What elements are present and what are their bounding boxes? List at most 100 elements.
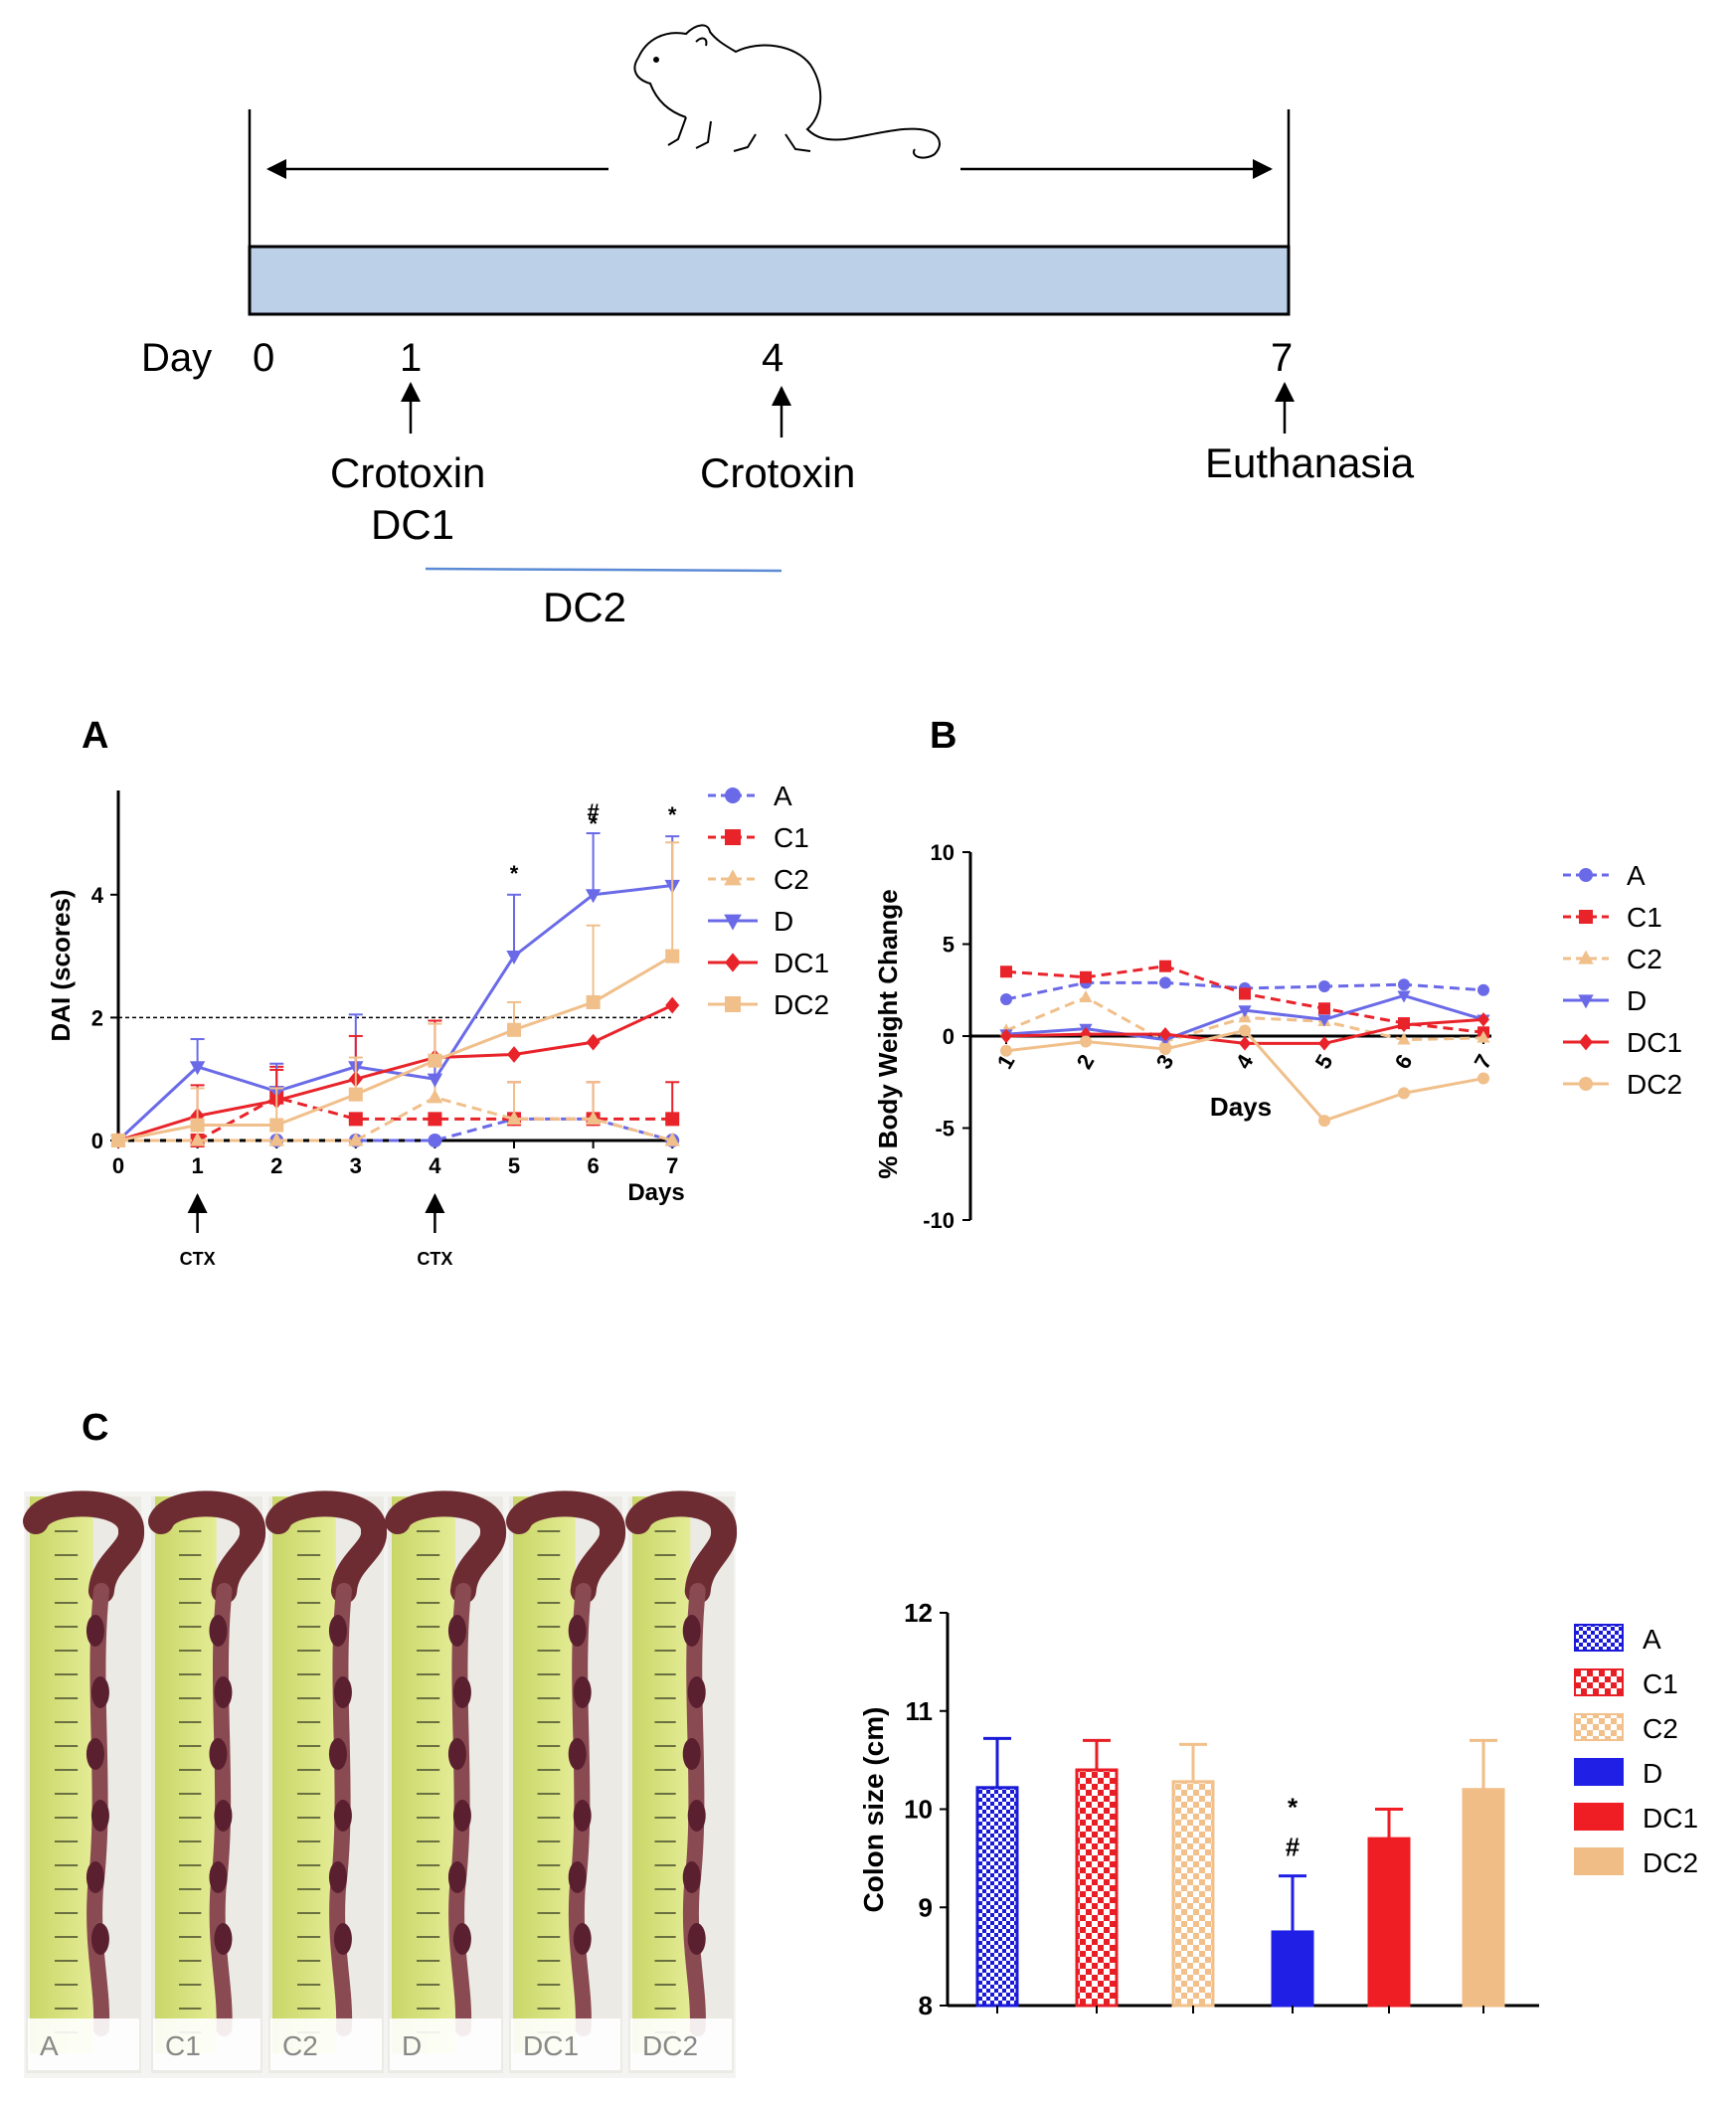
dai-legend-label-dc2: DC2 <box>774 989 829 1020</box>
colon-segment <box>328 1738 347 1770</box>
significance-mark: * <box>668 802 677 827</box>
significance-mark: # <box>587 799 599 824</box>
weight-x-tick-label: 2 <box>1072 1050 1100 1073</box>
colon-bar-dc2 <box>1462 1788 1505 2008</box>
dai-x-tick-label: 7 <box>666 1153 678 1178</box>
dai-legend-marker <box>725 788 741 803</box>
dai-x-tick-label: 3 <box>350 1153 362 1178</box>
dc2-label: DC2 <box>543 584 626 630</box>
panel-label-a: A <box>82 715 108 757</box>
colon-significance-mark: # <box>1286 1833 1301 1862</box>
colon-segment <box>214 1676 233 1708</box>
colon-segment <box>687 1676 706 1708</box>
colon-legend-swatch <box>1574 1668 1624 1696</box>
dai-line-dc2 <box>117 955 673 1142</box>
dai-point-dc1 <box>665 996 680 1014</box>
dai-point-c2 <box>506 1110 522 1125</box>
colon-legend-label-c1: C1 <box>1643 1668 1678 1699</box>
colon-segment <box>90 1676 109 1708</box>
panel-label-c: C <box>82 1407 108 1449</box>
colon-segment <box>214 1923 233 1955</box>
dai-line-a <box>118 1117 673 1142</box>
ctx-label: CTX <box>417 1249 452 1269</box>
weight-legend-label-d: D <box>1627 985 1647 1016</box>
timeline: Day 0 1 4 7 Crotoxin DC1 Crotoxin Euthan… <box>141 24 1415 630</box>
dai-x-tick-label: 1 <box>191 1153 203 1178</box>
colon-segment <box>687 1800 706 1832</box>
weight-point-dc1 <box>1477 1012 1489 1027</box>
dai-point-c2 <box>427 1089 443 1104</box>
dai-x-tick-label: 0 <box>112 1153 124 1178</box>
dc2-period-line <box>425 567 782 573</box>
colon-cecum <box>385 1490 506 1604</box>
colon-segment <box>86 1738 104 1770</box>
dai-point-c1 <box>665 1112 680 1127</box>
timeline-tick-7: 7 <box>1271 336 1293 380</box>
colon-legend-label-a: A <box>1643 1624 1661 1655</box>
photo-label-d: D <box>402 2030 422 2061</box>
dai-line-dc1 <box>117 1003 673 1142</box>
dai-point-c2 <box>268 1132 284 1146</box>
colon-sample-dc2: DC2 <box>625 1490 737 2073</box>
weight-point-a <box>1000 993 1012 1005</box>
weight-legend-label-a: A <box>1627 860 1646 891</box>
dai-point-dc2 <box>586 994 601 1009</box>
dai-point-a <box>428 1134 442 1147</box>
dai-legend-label-dc1: DC1 <box>774 948 829 978</box>
colon-segment <box>214 1800 233 1832</box>
photo-label-dc2: DC2 <box>642 2030 698 2061</box>
weight-point-dc2 <box>1477 1072 1489 1085</box>
weight-point-dc2 <box>1239 1024 1251 1037</box>
dai-point-dc2 <box>665 949 680 963</box>
colon-y-tick-label: 8 <box>919 1991 933 2020</box>
colon-segment <box>452 1676 471 1708</box>
colon-bar-c2 <box>1171 1780 1215 2008</box>
colon-segment <box>86 1615 104 1647</box>
weight-x-label: Days <box>1210 1092 1272 1122</box>
weight-point-dc2 <box>1318 1115 1330 1128</box>
weight-point-c1 <box>1159 960 1171 972</box>
weight-x-tick-label: 4 <box>1231 1050 1259 1074</box>
dai-legend-label-a: A <box>774 781 792 811</box>
colon-photo: A C1 C2 D DC1 DC2 <box>23 1490 737 2078</box>
weight-legend-marker <box>1578 950 1594 964</box>
photo-label-bg <box>270 2018 382 2070</box>
colon-bar-c1 <box>1075 1768 1119 2008</box>
mouse-illustration <box>633 24 941 159</box>
colon-sample-dc1: DC1 <box>506 1490 625 2073</box>
colon-y-tick-label: 10 <box>904 1795 933 1825</box>
colon-segment <box>447 1615 466 1647</box>
colon-bar-a <box>975 1786 1019 2008</box>
weight-point-c1 <box>1318 1002 1330 1015</box>
colon-segment <box>86 1861 104 1893</box>
colon-bar-group-c1 <box>1075 1738 1119 2014</box>
colon-segment <box>209 1861 228 1893</box>
dai-line-c1 <box>118 1096 673 1142</box>
colon-y-label: Colon size (cm) <box>858 1707 889 1913</box>
colon-legend-swatch <box>1574 1713 1624 1741</box>
weight-legend-label-dc2: DC2 <box>1627 1069 1682 1100</box>
photo-label-c2: C2 <box>282 2030 318 2061</box>
colon-body <box>87 1583 110 2036</box>
photo-label-dc1: DC1 <box>523 2030 579 2061</box>
colon-body <box>682 1583 706 2036</box>
colon-segment <box>573 1800 592 1832</box>
dai-x-label: Days <box>627 1179 684 1206</box>
colon-body <box>448 1583 472 2036</box>
colon-segment <box>447 1861 466 1893</box>
colon-legend-swatch <box>1574 1803 1624 1831</box>
colon-segment <box>682 1738 701 1770</box>
colon-segment <box>90 1800 109 1832</box>
dai-series-d <box>110 832 680 1149</box>
weight-point-d <box>1238 1005 1252 1018</box>
colon-legend-label-c2: C2 <box>1643 1713 1678 1744</box>
colon-segment <box>568 1738 587 1770</box>
colon-y-tick-label: 12 <box>904 1598 933 1628</box>
colon-y-tick-label: 9 <box>919 1892 933 1922</box>
dai-x-tick-label: 5 <box>508 1153 520 1178</box>
weight-legend-marker <box>1579 910 1593 924</box>
colon-sample-d: D <box>385 1490 506 2073</box>
colon-segment <box>328 1861 347 1893</box>
timeline-tick-0: 0 <box>253 336 274 380</box>
